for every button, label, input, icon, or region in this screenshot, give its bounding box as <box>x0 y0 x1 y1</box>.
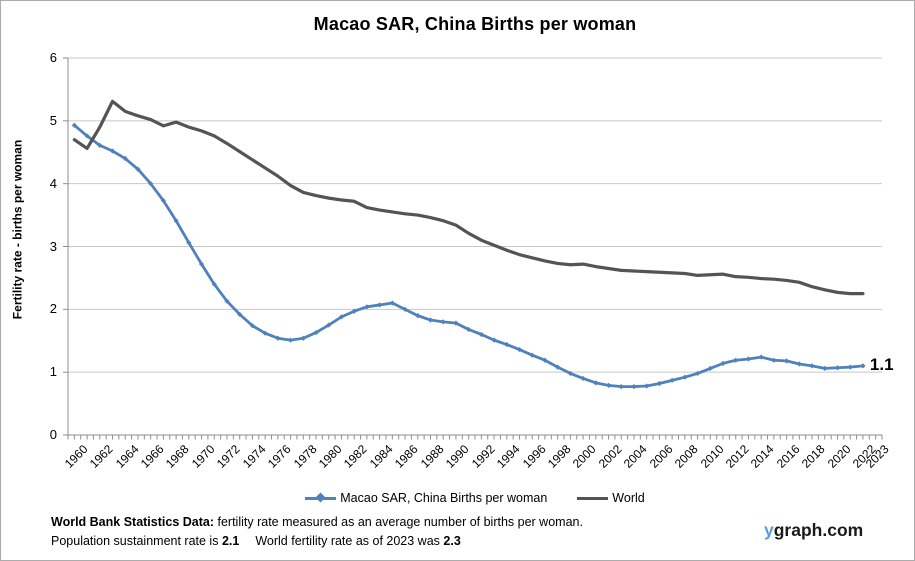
y-axis-tick-label: 6 <box>49 50 57 65</box>
sustainment-rate-value: 2.1 <box>221 534 240 548</box>
legend-item-macao: Macao SAR, China Births per woman <box>305 491 547 505</box>
diamond-marker-icon <box>315 492 326 503</box>
logo-rest: graph.com <box>773 520 864 540</box>
logo-accent-letter: y <box>764 520 774 540</box>
world-rate-value: 2.3 <box>443 534 461 548</box>
sustainment-text: Population sustainment rate is <box>51 534 219 548</box>
y-axis-tick-label: 3 <box>49 238 57 254</box>
source-note-line2: Population sustainment rate is 2.1 World … <box>51 532 583 551</box>
y-axis-tick-label: 0 <box>49 427 57 442</box>
y-axis-tick-label: 5 <box>49 112 57 128</box>
source-note-line1: World Bank Statistics Data: fertility ra… <box>51 513 583 532</box>
legend-label-macao: Macao SAR, China Births per woman <box>340 491 548 505</box>
legend: Macao SAR, China Births per woman World <box>68 489 882 507</box>
macao-line-icon <box>305 492 337 503</box>
y-axis-tick-label: 2 <box>49 301 57 317</box>
legend-item-world: World <box>577 491 645 505</box>
world-line-icon <box>577 496 609 500</box>
legend-label-world: World <box>612 491 645 505</box>
ygraph-logo: ygraph.com <box>764 520 863 541</box>
y-axis-tick-label: 1 <box>49 364 57 380</box>
y-axis-tick-label: 4 <box>49 175 57 191</box>
source-note-text: fertility rate measured as an average nu… <box>217 515 583 529</box>
source-note: World Bank Statistics Data: fertility ra… <box>51 513 583 551</box>
chart-title: Macao SAR, China Births per woman <box>313 14 637 34</box>
series-end-value-label: 1.1 <box>869 354 894 374</box>
source-note-bold: World Bank Statistics Data: <box>51 515 215 529</box>
world-rate-text: World fertility rate as of 2023 was <box>255 534 440 548</box>
